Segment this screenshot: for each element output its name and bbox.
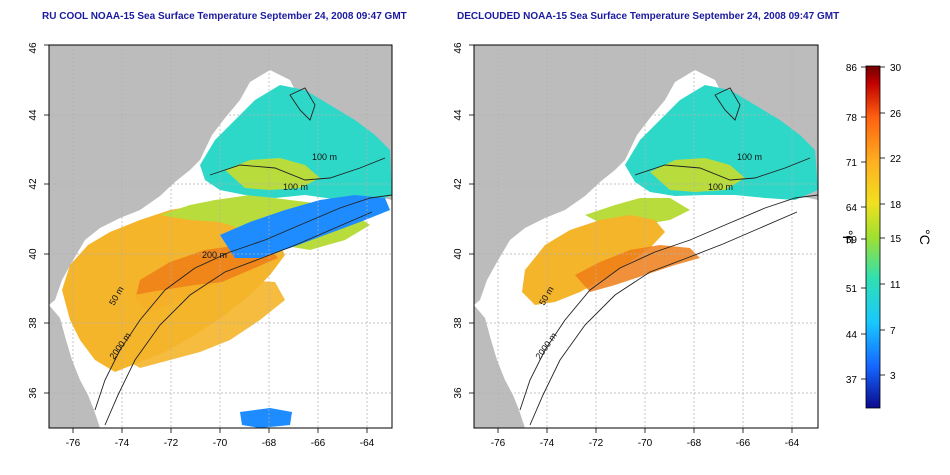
left-sst-cold-streaks (220, 195, 390, 258)
left-x-tick-label: -68 (262, 438, 277, 449)
right-y-tick-label: 42 (453, 178, 464, 190)
fahrenheit-tick-label: 44 (846, 330, 858, 341)
fahrenheit-tick-label: 51 (846, 284, 858, 295)
celsius-tick-label: 26 (890, 109, 902, 120)
left-x-tick-labels: -76 -74 -72 -70 -68 -66 -64 (66, 438, 375, 449)
left-tick-marks (44, 44, 368, 433)
fahrenheit-unit-label: °F (840, 230, 856, 244)
right-y-tick-labels: 36 38 40 42 44 46 (453, 42, 464, 399)
right-x-tick-label: -70 (638, 438, 653, 449)
right-tick-marks (469, 44, 793, 433)
fahrenheit-tick-label: 78 (846, 113, 858, 124)
left-sst-offshore-patches (110, 280, 285, 368)
left-y-tick-label: 38 (28, 317, 39, 329)
right-sst-warm-shelf (522, 215, 665, 305)
celsius-tick-label: 22 (890, 154, 902, 165)
left-y-tick-label: 42 (28, 178, 39, 190)
fahrenheit-tick-labels: 86 78 71 64 59 51 44 37 (846, 63, 858, 386)
fahrenheit-tick-label: 86 (846, 63, 858, 74)
left-x-tick-label: -74 (115, 438, 130, 449)
right-x-tick-label: -72 (589, 438, 604, 449)
right-y-tick-label: 44 (453, 109, 464, 121)
right-sst-warm-core (575, 245, 700, 292)
celsius-tick-labels: 30 26 22 18 15 11 7 3 (890, 63, 902, 382)
celsius-tick-label: 3 (890, 371, 896, 382)
left-x-tick-label: -76 (66, 438, 81, 449)
colorbar-gradient (865, 65, 881, 409)
right-grid (474, 45, 818, 428)
right-x-tick-label: -66 (736, 438, 751, 449)
celsius-unit-label: °C (917, 229, 933, 245)
fahrenheit-tick-label: 59 (846, 235, 858, 246)
right-contour-label-100b: 100 m (708, 182, 733, 192)
celsius-tick-label: 30 (890, 63, 902, 74)
right-map-frame (473, 44, 819, 429)
left-x-tick-label: -72 (164, 438, 179, 449)
right-x-tick-label: -76 (491, 438, 506, 449)
left-contour-label-100b: 100 m (283, 182, 308, 192)
right-y-tick-label: 36 (453, 387, 464, 399)
right-y-tick-label: 38 (453, 317, 464, 329)
left-grid (49, 45, 392, 428)
right-contours (519, 87, 818, 426)
left-x-tick-label: -70 (213, 438, 228, 449)
right-y-tick-label: 40 (453, 248, 464, 260)
celsius-tick-label: 18 (890, 200, 902, 211)
right-sst-georges (650, 158, 745, 192)
left-map: 100 m 100 m 200 m 50 m 2000 m -76 -74 -7… (28, 42, 393, 449)
left-y-tick-label: 36 (28, 387, 39, 399)
left-map-frame (48, 44, 393, 429)
left-y-tick-labels: 36 38 40 42 44 46 (28, 42, 39, 399)
celsius-tick-label: 15 (890, 234, 902, 245)
left-land-south (49, 305, 100, 428)
celsius-tick-label: 7 (890, 326, 896, 337)
right-x-tick-label: -68 (687, 438, 702, 449)
left-x-tick-label: -64 (360, 438, 375, 449)
right-x-tick-label: -74 (540, 438, 555, 449)
right-x-tick-labels: -76 -74 -72 -70 -68 -66 -64 (491, 438, 800, 449)
fahrenheit-tick-label: 64 (846, 203, 858, 214)
right-map-title: DECLOUDED NOAA-15 Sea Surface Temperatur… (457, 11, 840, 22)
left-x-tick-label: -66 (311, 438, 326, 449)
right-contour-label-100a: 100 m (737, 152, 762, 162)
right-land-south (474, 305, 525, 428)
left-contours (94, 87, 392, 426)
right-map: 100 m 100 m 50 m 2000 m -76 -74 -72 -70 … (453, 42, 819, 449)
left-y-tick-label: 40 (28, 248, 39, 260)
left-y-tick-label: 44 (28, 109, 39, 121)
left-contour-label-100a: 100 m (312, 152, 337, 162)
left-contour-label-200: 200 m (202, 250, 227, 260)
temperature-colorbar: 86 78 71 64 59 51 44 37 30 26 22 18 15 1… (840, 63, 933, 409)
fahrenheit-tick-label: 71 (846, 158, 858, 169)
right-y-tick-label: 46 (453, 42, 464, 54)
left-map-title: RU COOL NOAA-15 Sea Surface Temperature … (42, 11, 407, 22)
colorbar-ticks (861, 66, 885, 380)
celsius-tick-label: 11 (890, 280, 901, 291)
fahrenheit-tick-label: 37 (846, 375, 858, 386)
right-x-tick-label: -64 (785, 438, 800, 449)
left-sst-south-patch (240, 408, 292, 428)
left-y-tick-label: 46 (28, 42, 39, 54)
